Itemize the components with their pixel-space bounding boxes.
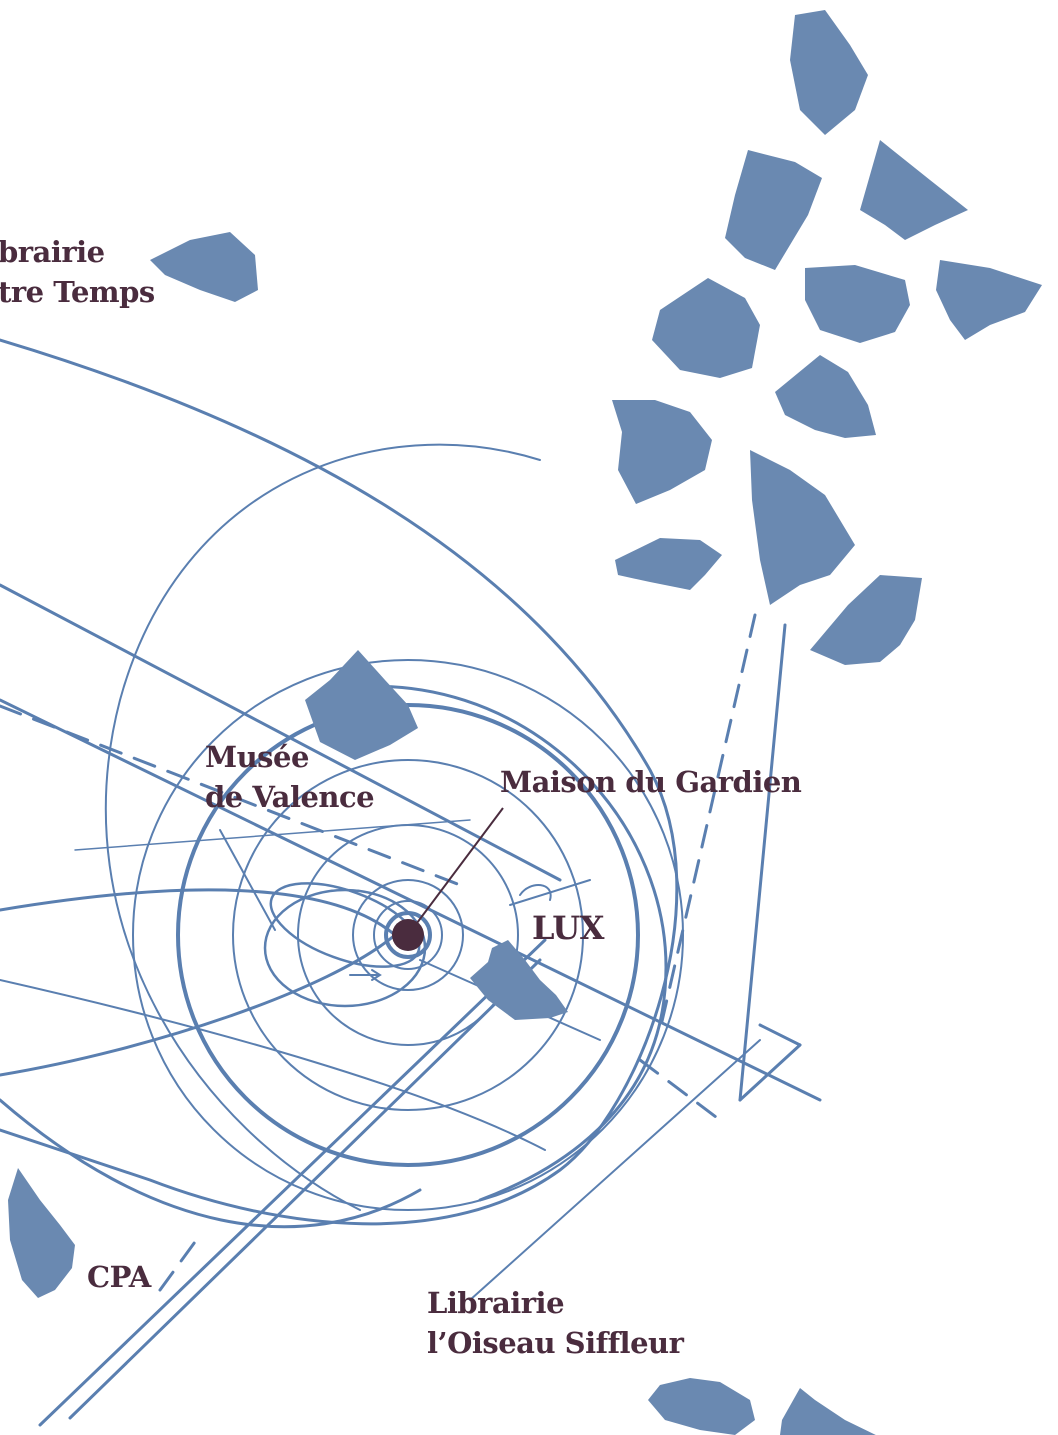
rock-shape (775, 355, 876, 438)
dashed-trajectories (0, 613, 757, 1292)
label-librairie-oiseau-siffleur[interactable]: Librairie l’Oiseau Siffleur (427, 1283, 684, 1363)
rock-shape (8, 1168, 75, 1298)
label-line: Maison du Gardien (500, 765, 802, 799)
label-line: l’Oiseau Siffleur (427, 1326, 684, 1360)
loop-arrow (519, 884, 552, 901)
rock-shape (805, 265, 910, 343)
rock-shape (615, 538, 722, 590)
ray-lines (0, 583, 822, 1427)
location-marker[interactable] (392, 919, 424, 951)
label-line: de Valence (205, 780, 375, 814)
label-line: tre Temps (0, 275, 155, 309)
rock-shape (725, 150, 822, 270)
label-line: CPA (87, 1260, 151, 1294)
rock-shape (652, 278, 760, 378)
pointer-line (407, 807, 504, 936)
rock-shape (780, 1388, 876, 1435)
label-line: Musée (205, 740, 309, 774)
rock-shape (305, 650, 418, 760)
label-musee-de-valence[interactable]: Musée de Valence (205, 737, 375, 817)
rock-shape (612, 400, 712, 504)
rock-shape (790, 10, 868, 135)
rock-shape (810, 575, 922, 665)
rock-shapes (8, 10, 1042, 1435)
label-lux[interactable]: LUX (532, 908, 604, 948)
label-line: LUX (532, 909, 604, 947)
label-line: brairie (0, 235, 105, 269)
label-cpa[interactable]: CPA (87, 1257, 151, 1297)
rock-shape (750, 450, 855, 605)
small-arrow (349, 969, 382, 981)
rock-shape (648, 1378, 755, 1435)
rock-shape (860, 140, 968, 240)
rock-shape (470, 940, 568, 1020)
label-maison-du-gardien[interactable]: Maison du Gardien (500, 762, 802, 802)
large-orbit-arcs (0, 338, 679, 1229)
label-line: Librairie (427, 1286, 565, 1320)
label-librairie-autre-temps[interactable]: brairie tre Temps (0, 232, 155, 312)
rock-shape (150, 232, 258, 302)
rock-shape (936, 260, 1042, 340)
